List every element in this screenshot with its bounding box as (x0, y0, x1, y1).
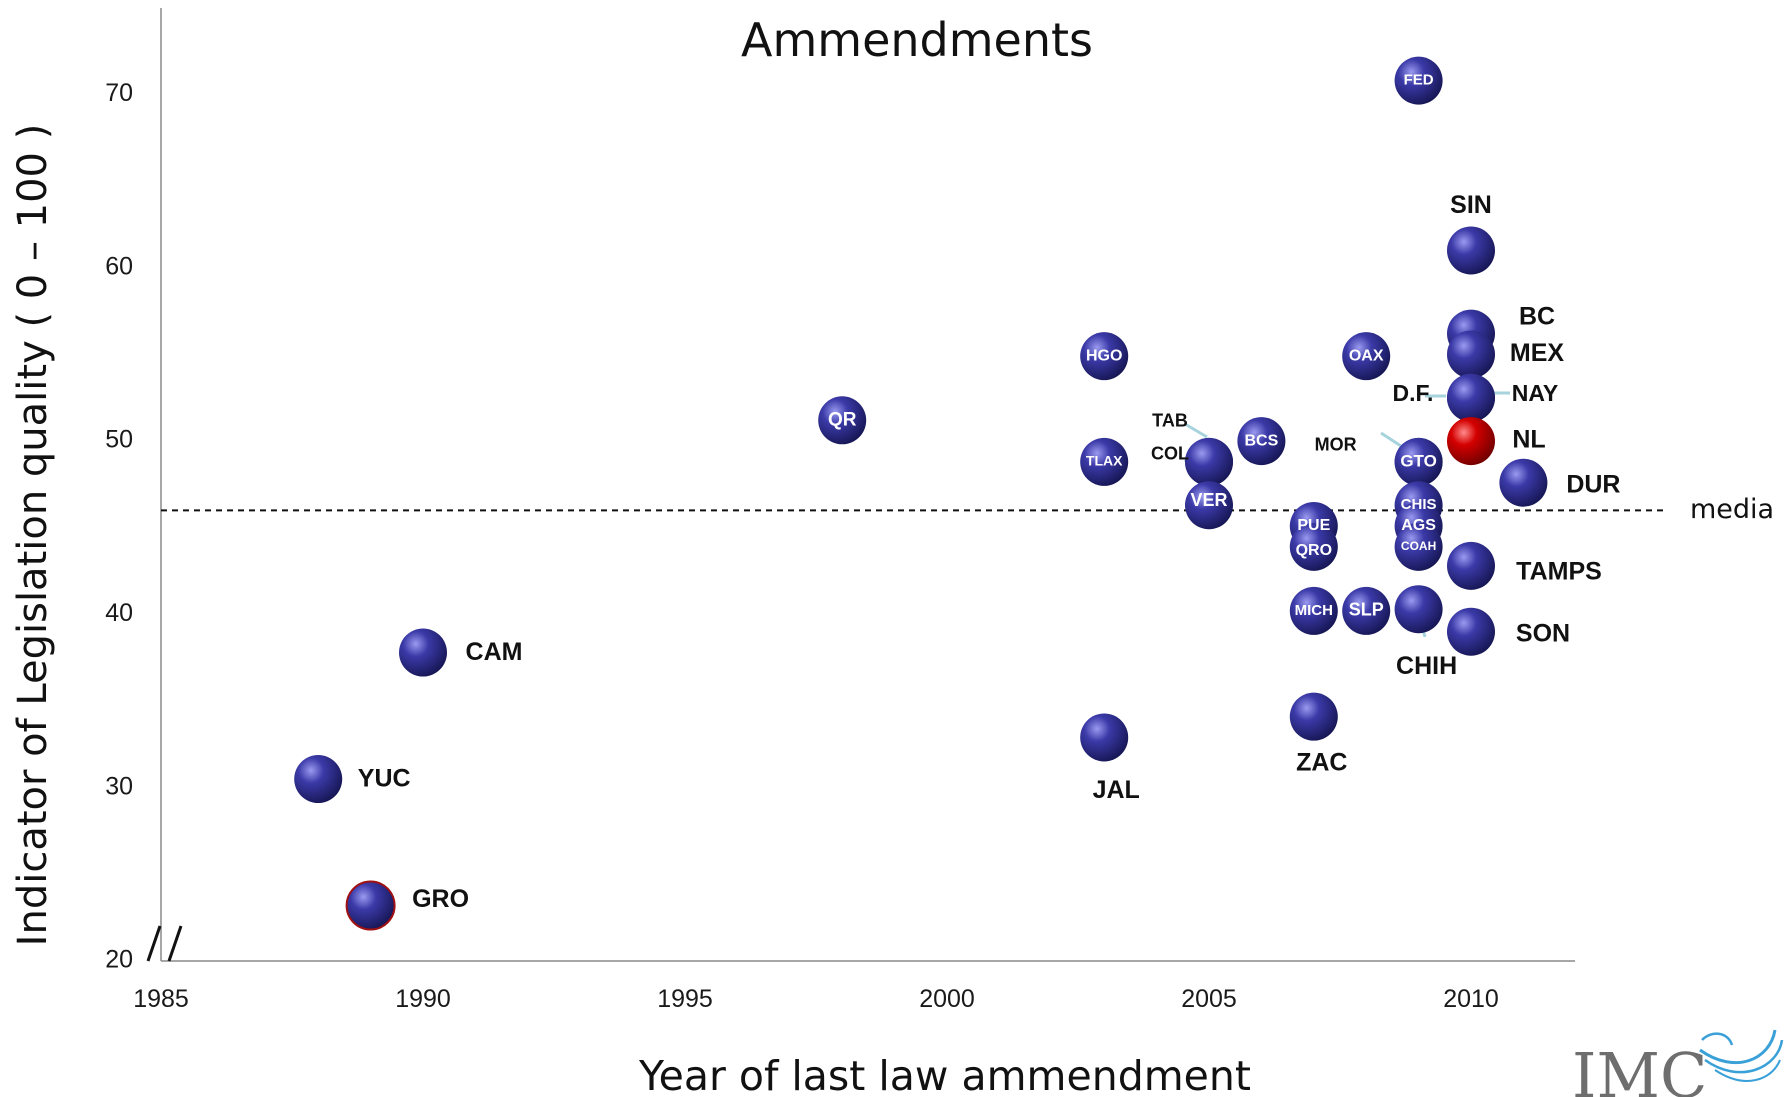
y-axis-label: Indicator of Legislation quality ( 0 – 1… (10, 124, 56, 947)
data-point (1080, 332, 1129, 381)
point-label: FED (1404, 72, 1434, 89)
y-tick-label: 20 (105, 946, 133, 974)
x-tick-label: 2005 (1181, 985, 1237, 1013)
point-label: GTO (1400, 451, 1437, 470)
data-point (1394, 56, 1443, 105)
data-point (1394, 522, 1443, 571)
point-label: PUE (1297, 517, 1330, 534)
data-point (1289, 692, 1338, 741)
data-point (1499, 458, 1548, 507)
point-label: DUR (1566, 470, 1620, 498)
data-point (1237, 417, 1286, 466)
chart-title: Ammendments (741, 13, 1093, 67)
point-label: SLP (1349, 600, 1384, 620)
point-label: COL (1151, 444, 1189, 464)
point-label: D.F. (1393, 380, 1434, 406)
y-tick-label: 50 (105, 426, 133, 454)
data-point (1289, 522, 1338, 571)
y-tick-label: 70 (105, 79, 133, 107)
data-point (1447, 226, 1495, 275)
data-point (1447, 541, 1495, 590)
data-point (1447, 373, 1495, 422)
point-label: SIN (1450, 191, 1492, 219)
data-point (1342, 332, 1391, 381)
point-label: CAM (466, 638, 523, 666)
data-point (294, 755, 343, 804)
data-point (1447, 417, 1495, 466)
x-tick-label: 1990 (395, 985, 451, 1013)
point-label: AGS (1401, 517, 1436, 534)
data-points: FED SIN BC MEX D.F. NAY NL DUR TAMPS SON HGO OAX QR T… (294, 56, 1620, 931)
data-point (1080, 437, 1129, 486)
point-label: JAL (1093, 776, 1140, 804)
data-point (345, 880, 396, 931)
point-label: ZAC (1296, 748, 1347, 776)
data-point (1185, 481, 1233, 530)
point-label: CHIH (1396, 652, 1457, 680)
x-tick-label: 2010 (1443, 985, 1499, 1013)
y-tick-label: 60 (105, 252, 133, 280)
data-point (1447, 607, 1495, 656)
point-label: OAX (1349, 347, 1384, 364)
x-tick-label: 1985 (133, 985, 189, 1013)
y-tick-labels: 20 30 40 50 60 70 (105, 79, 133, 974)
x-tick-labels: 1985 1990 1995 2000 2005 2010 (133, 985, 1499, 1013)
x-axis-label: Year of last law ammendment (638, 1052, 1251, 1097)
point-label: NL (1512, 426, 1545, 454)
point-label: YUC (358, 765, 411, 793)
data-point (1394, 585, 1443, 634)
data-point (1080, 713, 1129, 762)
point-label: COAH (1401, 539, 1436, 553)
data-point (1394, 437, 1443, 486)
x-tick-label: 2000 (919, 985, 975, 1013)
point-label: VER (1190, 490, 1227, 510)
point-label: TAB (1152, 411, 1188, 431)
point-label: BCS (1245, 432, 1279, 449)
media-label: media (1690, 494, 1774, 525)
data-point (1185, 437, 1233, 486)
point-label: SON (1516, 619, 1570, 647)
point-label: MEX (1510, 339, 1565, 367)
point-label: TLAX (1086, 453, 1123, 469)
point-label: GRO (412, 885, 469, 913)
data-point (399, 628, 447, 677)
data-point (1342, 586, 1391, 635)
point-label: TAMPS (1516, 557, 1602, 585)
data-point (818, 396, 867, 445)
point-label: QRO (1296, 542, 1332, 559)
axis-break-marks (146, 925, 183, 962)
x-tick-label: 1995 (657, 985, 713, 1013)
data-point (1289, 586, 1338, 635)
imco-logo: IMC (1572, 1029, 1784, 1097)
point-label: QR (828, 409, 857, 430)
point-label: MICH (1295, 602, 1333, 619)
point-label: HGO (1086, 347, 1122, 364)
y-tick-label: 30 (105, 772, 133, 800)
point-label: BC (1519, 302, 1555, 330)
point-label: NAY (1512, 380, 1558, 406)
y-tick-label: 40 (105, 599, 133, 627)
point-label: CHIS (1401, 496, 1437, 513)
logo-text: IMC (1572, 1039, 1707, 1097)
data-point (1447, 330, 1495, 379)
point-label: MOR (1315, 435, 1357, 455)
